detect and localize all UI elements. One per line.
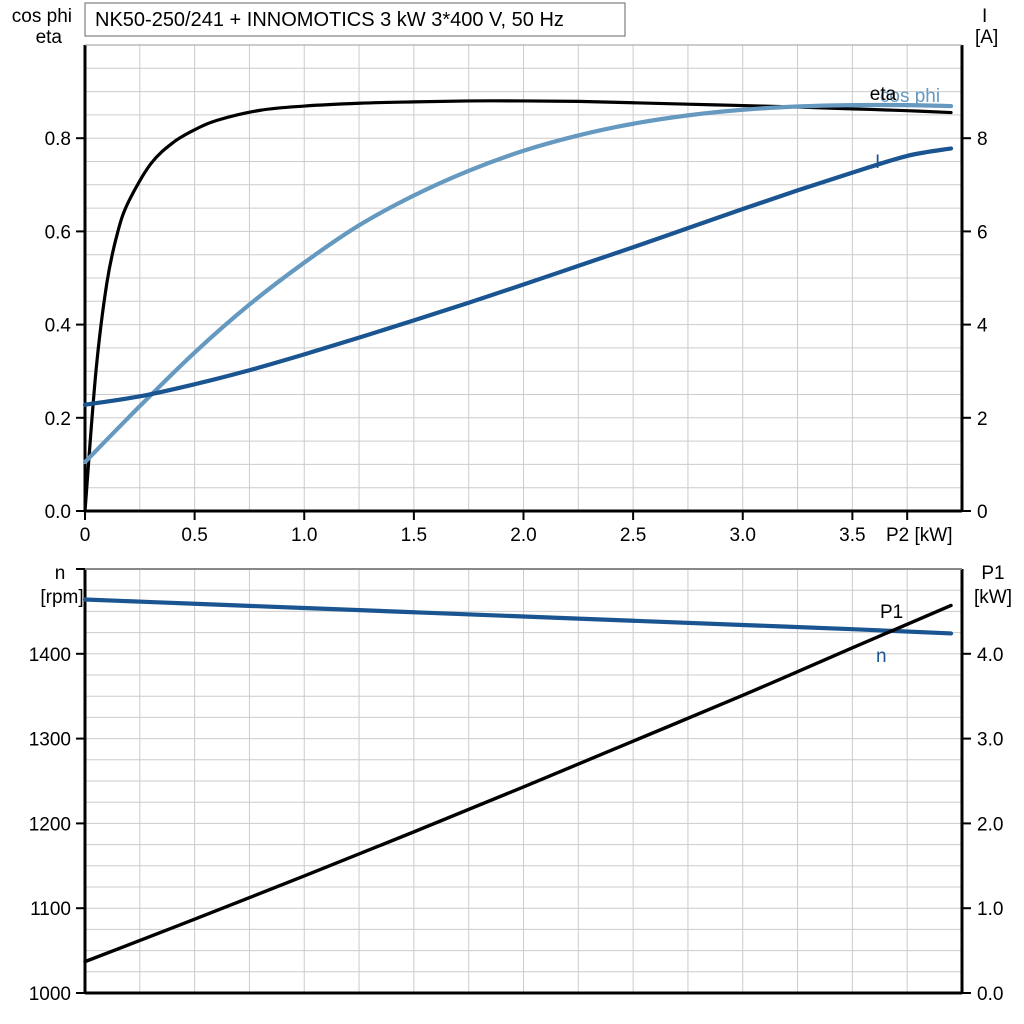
- top-series: [82, 99, 954, 513]
- top-right-axis-title: I: [982, 6, 987, 27]
- bottom-gridlines: [85, 569, 962, 993]
- bottom-left-tick-label: 1000: [29, 984, 71, 1005]
- top-left-tick-label: 0.8: [45, 129, 71, 150]
- series-line-cos-phi: [82, 102, 954, 465]
- bottom-chart: 1000 1100 1200 1300 1400 0.0 1.0 2.0 3.0 4.0 n [rpm…: [29, 563, 1012, 1005]
- top-left-tick-label: 0.4: [45, 316, 72, 337]
- bottom-left-ticks: 1000 1100 1200 1300 1400: [29, 568, 85, 1005]
- top-x-tick-label: 2.5: [620, 525, 646, 545]
- series-label-p1: P1: [880, 602, 903, 623]
- bottom-right-tick-label: 3.0: [977, 730, 1003, 751]
- top-left-tick-label: 0.6: [45, 222, 71, 243]
- top-left-axis-title: cos phi: [12, 6, 72, 27]
- bottom-left-tick-label: 1400: [29, 645, 71, 666]
- bottom-left-tick-label: 1100: [30, 899, 71, 920]
- bottom-right-axis-title: P1: [981, 563, 1004, 584]
- series-line-eta: [83, 99, 953, 513]
- top-chart: 0.0 0.2 0.4 0.6 0.8 0 2 4 6 8 0 0.5 1.0 1.5 2.0 2.5 3.0 3…: [12, 2, 998, 545]
- bottom-left-axis-title: n: [55, 563, 66, 584]
- top-right-tick-label: 8: [977, 129, 988, 150]
- top-x-tick-label: 1.5: [401, 525, 427, 545]
- top-right-tick-label: 2: [977, 409, 988, 430]
- top-right-tick-label: 6: [977, 222, 988, 243]
- series-label-cos-phi: cos phi: [880, 86, 940, 107]
- bottom-right-tick-label: 2.0: [977, 814, 1003, 835]
- series-label-n: n: [876, 646, 887, 667]
- top-left-tick-label: 0.2: [45, 409, 71, 430]
- bottom-left-tick-label: 1200: [29, 814, 71, 835]
- bottom-right-tick-label: 0.0: [977, 984, 1003, 1005]
- top-x-tick-label: 3.5: [839, 525, 865, 545]
- top-left-tick-label: 0.0: [45, 502, 71, 523]
- bottom-axis-titles: n [rpm] P1 [kW]: [40, 563, 1012, 608]
- top-left-axis-title-2: eta: [36, 27, 63, 48]
- top-left-ticks: 0.0 0.2 0.4 0.6 0.8: [45, 129, 85, 523]
- top-right-ticks: 0 2 4 6 8: [962, 129, 988, 523]
- top-right-tick-label: 4: [977, 316, 988, 337]
- series-label-current: I: [875, 152, 880, 173]
- bottom-series-labels: P1 n: [876, 602, 903, 667]
- bottom-right-ticks: 0.0 1.0 2.0 3.0 4.0: [962, 645, 1003, 1005]
- bottom-right-tick-label: 4.0: [977, 645, 1003, 666]
- top-x-ticks: 0 0.5 1.0 1.5 2.0 2.5 3.0 3.5: [80, 511, 909, 545]
- bottom-series: [82, 597, 954, 964]
- top-x-tick-label: 0: [80, 525, 91, 545]
- top-x-tick-label: 2.0: [510, 525, 536, 545]
- chart-title: NK50-250/241 + INNOMOTICS 3 kW 3*400 V, …: [84, 2, 626, 37]
- top-right-tick-label: 0: [977, 502, 988, 523]
- bottom-axes: [83, 568, 964, 995]
- top-x-tick-label: 0.5: [181, 525, 207, 545]
- series-line-I: [82, 146, 954, 407]
- top-right-axis-title-2: [A]: [975, 27, 998, 48]
- series-line-n: [82, 597, 954, 636]
- chart-title-text: NK50-250/241 + INNOMOTICS 3 kW 3*400 V, …: [95, 9, 564, 31]
- top-gridlines: [85, 45, 962, 511]
- bottom-right-tick-label: 1.0: [977, 899, 1003, 920]
- top-x-tick-label: 3.0: [730, 525, 756, 545]
- bottom-left-axis-title-2: [rpm]: [40, 587, 83, 608]
- series-line-P1: [83, 603, 953, 964]
- series-label-eta: eta: [870, 84, 897, 105]
- bottom-left-tick-label: 1300: [29, 730, 71, 751]
- bottom-right-axis-title-2: [kW]: [974, 587, 1012, 608]
- top-x-tick-label: 1.0: [291, 525, 317, 545]
- top-x-axis-title: P2 [kW]: [886, 525, 953, 545]
